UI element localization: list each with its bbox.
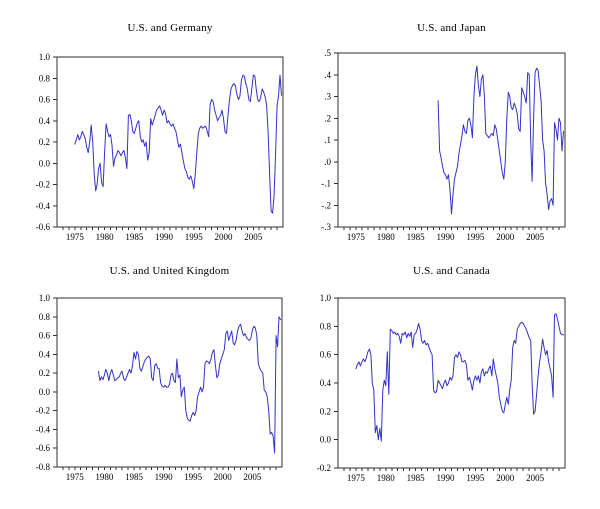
axis-frame [56, 56, 284, 228]
plot-us-japan: .5 .4 .3 .2 .1 .0 -.1 -.2 -.3 1975 1980 1985 1990 199… [321, 48, 566, 242]
x-tick-label: 1990 [437, 473, 456, 483]
x-tick-label: 1990 [155, 232, 174, 242]
y-tick-label: 0.4 [320, 378, 332, 388]
x-tick-label: 1990 [155, 472, 174, 482]
chart-us-united-kingdom: U.S. and United Kingdom 1.0 0.8 0.6 0.4 0.2 0… [0, 255, 300, 509]
y-tick-label: -.2 [321, 200, 331, 210]
x-tick-label: 1980 [96, 232, 115, 242]
y-tick-label: 0.4 [39, 116, 51, 126]
y-tick-label: 0.0 [320, 435, 332, 445]
correlation-line [74, 74, 282, 214]
plot-us-canada: 1.0 0.8 0.6 0.4 0.2 0.0 -0.2 1975 1980 1985 1990 19… [317, 293, 566, 483]
y-tick-label: -.1 [321, 179, 331, 189]
correlation-line [97, 316, 281, 454]
x-tick-label: 1975 [66, 472, 85, 482]
y-tick-label: -0.4 [36, 424, 51, 434]
y-tick-label: 0.6 [320, 350, 332, 360]
y-tick-label: 1.0 [39, 52, 51, 62]
y-tick-label: .1 [324, 135, 331, 145]
y-tick-label: 0.8 [320, 321, 332, 331]
correlation-line [355, 313, 564, 442]
y-tick-label: .2 [324, 113, 331, 123]
y-tick-label: -0.6 [36, 443, 51, 453]
x-tick-label: 1995 [184, 472, 203, 482]
plot-us-germany: 1.0 0.8 0.6 0.4 0.2 0.0 -0.2 -0.4 -0.6 1975 1980 19… [36, 52, 284, 242]
y-tick-label: 0.6 [39, 95, 51, 105]
y-tick-label: -0.2 [36, 406, 50, 416]
x-tick-label: 2005 [244, 232, 263, 242]
y-tick-label: 0.2 [39, 368, 50, 378]
y-tick-label: 0.8 [39, 73, 51, 83]
chart-us-japan: U.S. and Japan .5 .4 .3 .2 .1 .0 -.1 -.2 -.3 1975… [300, 0, 600, 255]
x-tick-label: 2000 [214, 472, 233, 482]
y-tick-label: 0.2 [39, 137, 50, 147]
y-tick-label: 0.4 [39, 349, 51, 359]
chart-title-us-germany: U.S. and Germany [127, 22, 213, 34]
y-tick-label: .5 [324, 48, 331, 58]
y-tick-label: 0.0 [39, 387, 51, 397]
y-tick-label: .0 [324, 157, 331, 167]
y-tick-label: -.3 [321, 222, 331, 232]
x-tick-label: 2005 [243, 472, 262, 482]
y-tick-label: -0.4 [36, 201, 51, 211]
y-tick-label: 0.8 [39, 312, 51, 322]
x-tick-label: 1980 [377, 232, 396, 242]
x-tick-label: 1980 [377, 473, 396, 483]
y-tick-label: -0.2 [317, 463, 331, 473]
x-tick-label: 1985 [407, 232, 426, 242]
x-tick-label: 1985 [407, 473, 426, 483]
x-tick-label: 1985 [125, 232, 144, 242]
x-tick-label: 1985 [125, 472, 144, 482]
chart-title-us-united-kingdom: U.S. and United Kingdom [109, 265, 230, 277]
correlation-line [437, 65, 564, 215]
y-tick-label: .3 [324, 92, 331, 102]
y-tick-label: .4 [324, 70, 331, 80]
x-tick-label: 1975 [347, 473, 366, 483]
chart-title-us-japan: U.S. and Japan [417, 22, 486, 34]
chart-us-germany: U.S. and Germany 1.0 0.8 0.6 0.4 0.2 0.0 -0.2 -… [0, 0, 300, 255]
y-tick-label: -0.6 [36, 222, 51, 232]
x-tick-label: 2000 [496, 232, 515, 242]
x-tick-label: 1995 [185, 232, 204, 242]
chart-us-canada: U.S. and Canada 1.0 0.8 0.6 0.4 0.2 0.0 -0.2 19… [300, 255, 600, 509]
x-tick-label: 1995 [466, 473, 485, 483]
x-tick-label: 1995 [466, 232, 485, 242]
y-tick-label: 0.2 [320, 406, 331, 416]
x-tick-label: 1990 [437, 232, 456, 242]
x-tick-label: 1980 [95, 472, 114, 482]
y-tick-label: 0.6 [39, 331, 51, 341]
x-tick-label: 2000 [496, 473, 515, 483]
x-tick-label: 2005 [526, 473, 545, 483]
y-tick-label: 1.0 [320, 293, 332, 303]
x-tick-label: 1975 [66, 232, 85, 242]
x-tick-label: 2005 [526, 232, 545, 242]
y-tick-label: 0.0 [39, 158, 51, 168]
y-tick-label: -0.8 [36, 462, 51, 472]
y-tick-label: 1.0 [39, 293, 51, 303]
plot-us-united-kingdom: 1.0 0.8 0.6 0.4 0.2 0.0 -0.2 -0.4 -0.6 -0.8 1975 19… [36, 293, 283, 482]
x-tick-label: 1975 [347, 232, 366, 242]
chart-title-us-canada: U.S. and Canada [413, 265, 490, 277]
y-tick-label: -0.2 [36, 180, 50, 190]
x-tick-label: 2000 [215, 232, 234, 242]
